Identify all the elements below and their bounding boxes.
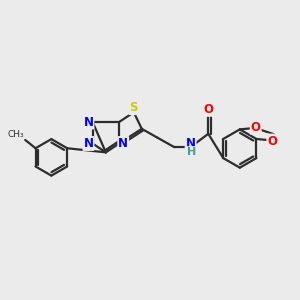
Text: CH₃: CH₃ xyxy=(7,130,24,139)
Text: O: O xyxy=(203,103,213,116)
Text: N: N xyxy=(186,137,196,150)
Text: N: N xyxy=(83,116,94,128)
Text: S: S xyxy=(130,101,138,114)
Text: N: N xyxy=(83,137,94,150)
Text: N: N xyxy=(118,137,128,150)
Text: O: O xyxy=(251,121,261,134)
Text: O: O xyxy=(267,134,277,148)
Text: H: H xyxy=(187,147,196,157)
